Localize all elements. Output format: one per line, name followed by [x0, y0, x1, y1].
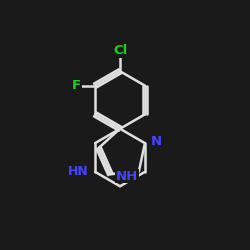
Text: NH: NH: [116, 170, 138, 183]
Text: Cl: Cl: [113, 44, 127, 57]
Text: HN: HN: [68, 166, 89, 178]
Text: N: N: [150, 136, 162, 148]
Text: F: F: [72, 79, 81, 92]
